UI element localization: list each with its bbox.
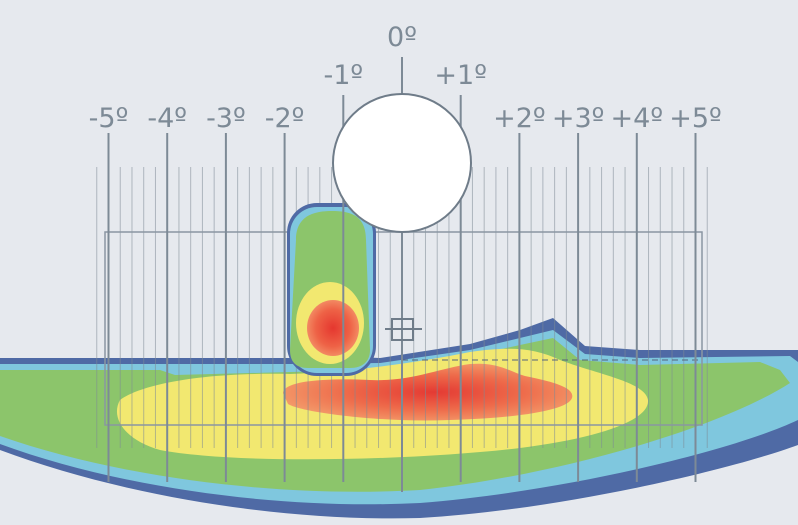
center-marker (385, 318, 422, 341)
degree-label: -3º (206, 103, 246, 134)
degree-label: +4º (611, 103, 664, 134)
beam-pattern (0, 318, 798, 519)
sign-light-hot (307, 300, 359, 356)
sign-light-zone (287, 203, 376, 376)
degree-label: -1º (323, 60, 363, 91)
degree-label: -4º (147, 103, 187, 134)
degree-label: -2º (265, 103, 305, 134)
light-source-circle (332, 93, 472, 233)
degree-label: +2º (493, 103, 546, 134)
degree-label: +5º (669, 103, 722, 134)
degree-label: +3º (552, 103, 605, 134)
degree-label: 0º (387, 22, 417, 53)
degree-label: -5º (89, 103, 129, 134)
degree-labels: -5º -4º -3º -2º -1º 0º +1º+2º +3º +4º +5º (89, 22, 722, 134)
degree-label: +1º (434, 60, 487, 91)
